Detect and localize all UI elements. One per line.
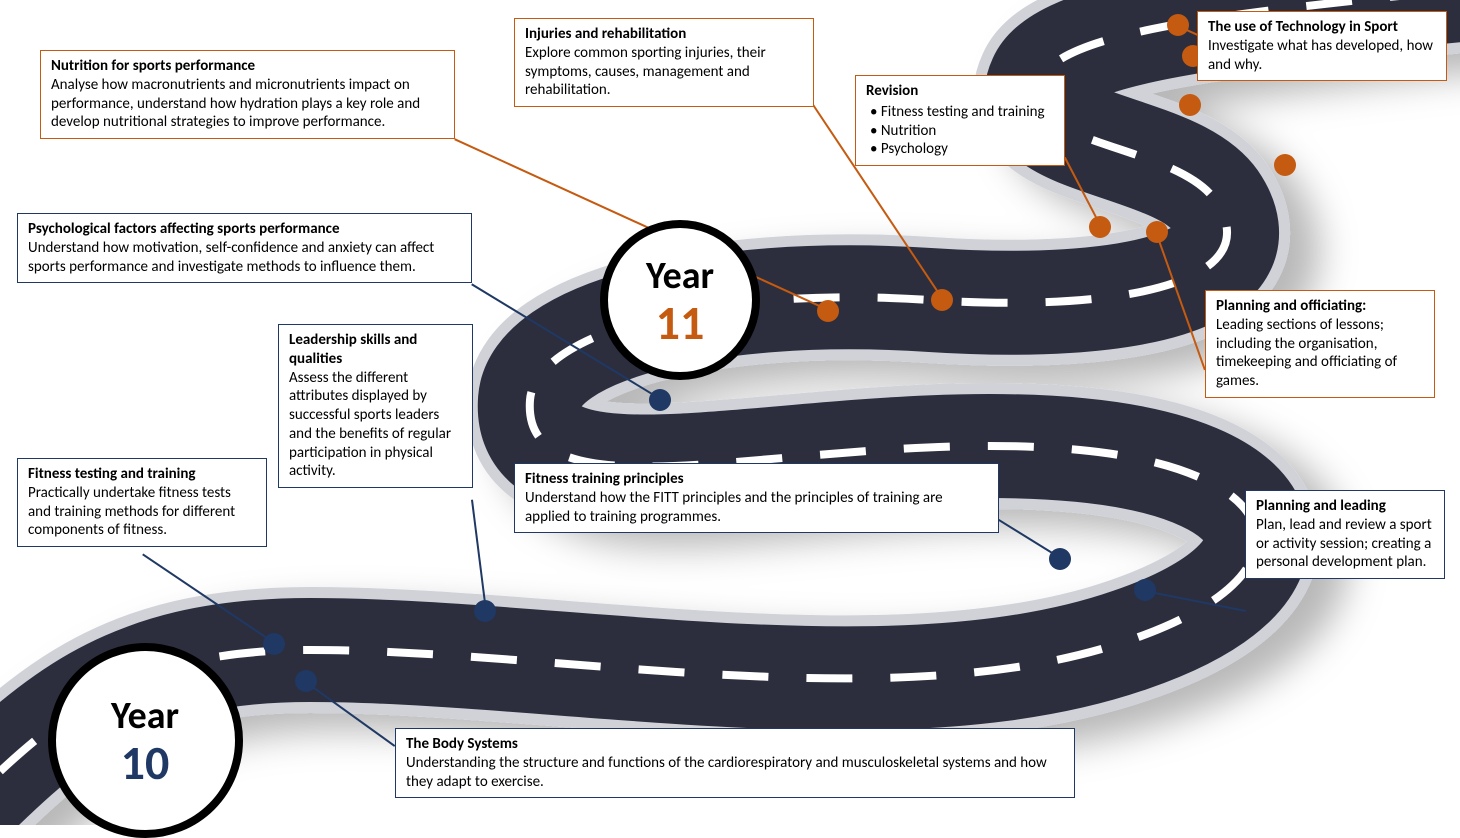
- dot-d_tech3: [1167, 14, 1189, 36]
- dot-d_nutrition: [817, 300, 839, 322]
- box-title: Psychological factors affecting sports p…: [28, 220, 461, 239]
- dot-d_tech4: [1179, 94, 1201, 116]
- box-body: Assess the different attributes displaye…: [289, 369, 451, 481]
- box-title: Leadership skills and qualities: [289, 331, 462, 369]
- box-bullets: Fitness testing and trainingNutritionPsy…: [866, 103, 1054, 159]
- dot-d_bodysys: [295, 670, 317, 692]
- box-body: Practically undertake fitness tests and …: [28, 484, 235, 540]
- dot-d_planningoff: [1146, 221, 1168, 243]
- dot-d_psych: [649, 389, 671, 411]
- year-number: 11: [656, 299, 705, 347]
- year-11-circle: Year 11: [600, 220, 760, 380]
- roadmap-canvas: Nutrition for sports performanceAnalyse …: [0, 0, 1460, 825]
- box-body: Plan, lead and review a sport or activit…: [1256, 516, 1432, 572]
- dot-d_planlead: [1134, 579, 1156, 601]
- box-ftest: Fitness testing and trainingPractically …: [17, 458, 267, 547]
- box-body: Understanding the structure and function…: [406, 754, 1047, 791]
- dot-d_fprinciples: [1049, 548, 1071, 570]
- bullet-item: Psychology: [870, 140, 1054, 159]
- box-title: Planning and leading: [1256, 497, 1434, 516]
- box-bodysys: The Body SystemsUnderstanding the struct…: [395, 728, 1075, 798]
- dot-d_ftest: [263, 633, 285, 655]
- dot-d_injuries: [931, 289, 953, 311]
- box-title: Fitness training principles: [525, 470, 988, 489]
- box-body: Leading sections of lessons; including t…: [1216, 316, 1397, 390]
- box-body: Explore common sporting injuries, their …: [525, 44, 766, 100]
- bullet-item: Nutrition: [870, 122, 1054, 141]
- box-title: Nutrition for sports performance: [51, 57, 444, 76]
- box-body: Understand how motivation, self-confiden…: [28, 239, 434, 276]
- box-title: Injuries and rehabilitation: [525, 25, 803, 44]
- box-title: Planning and officiating:: [1216, 297, 1424, 316]
- box-title: The Body Systems: [406, 735, 1064, 754]
- box-psych: Psychological factors affecting sports p…: [17, 213, 472, 283]
- box-planlead: Planning and leadingPlan, lead and revie…: [1245, 490, 1445, 579]
- box-body: Understand how the FITT principles and t…: [525, 489, 943, 526]
- dot-d_tech1: [1274, 154, 1296, 176]
- box-title: Revision: [866, 82, 1054, 101]
- box-fprinciples: Fitness training principlesUnderstand ho…: [514, 463, 999, 533]
- box-injuries: Injuries and rehabilitationExplore commo…: [514, 18, 814, 107]
- year-10-circle: Year 10: [48, 643, 243, 838]
- box-nutrition: Nutrition for sports performanceAnalyse …: [40, 50, 455, 139]
- year-number: 10: [121, 739, 170, 787]
- dot-d_revision: [1089, 216, 1111, 238]
- box-title: Fitness testing and training: [28, 465, 256, 484]
- box-planningoff: Planning and officiating:Leading section…: [1205, 290, 1435, 398]
- box-revision: Revision Fitness testing and trainingNutr…: [855, 75, 1065, 166]
- box-technology: The use of Technology in SportInvestigat…: [1197, 11, 1447, 81]
- box-body: Investigate what has developed, how and …: [1208, 37, 1433, 74]
- bullet-item: Fitness testing and training: [870, 103, 1054, 122]
- box-leadership: Leadership skills and qualitiesAssess th…: [278, 324, 473, 488]
- box-title: The use of Technology in Sport: [1208, 18, 1436, 37]
- box-body: Analyse how macronutrients and micronutr…: [51, 76, 420, 132]
- dot-d_leadership: [474, 600, 496, 622]
